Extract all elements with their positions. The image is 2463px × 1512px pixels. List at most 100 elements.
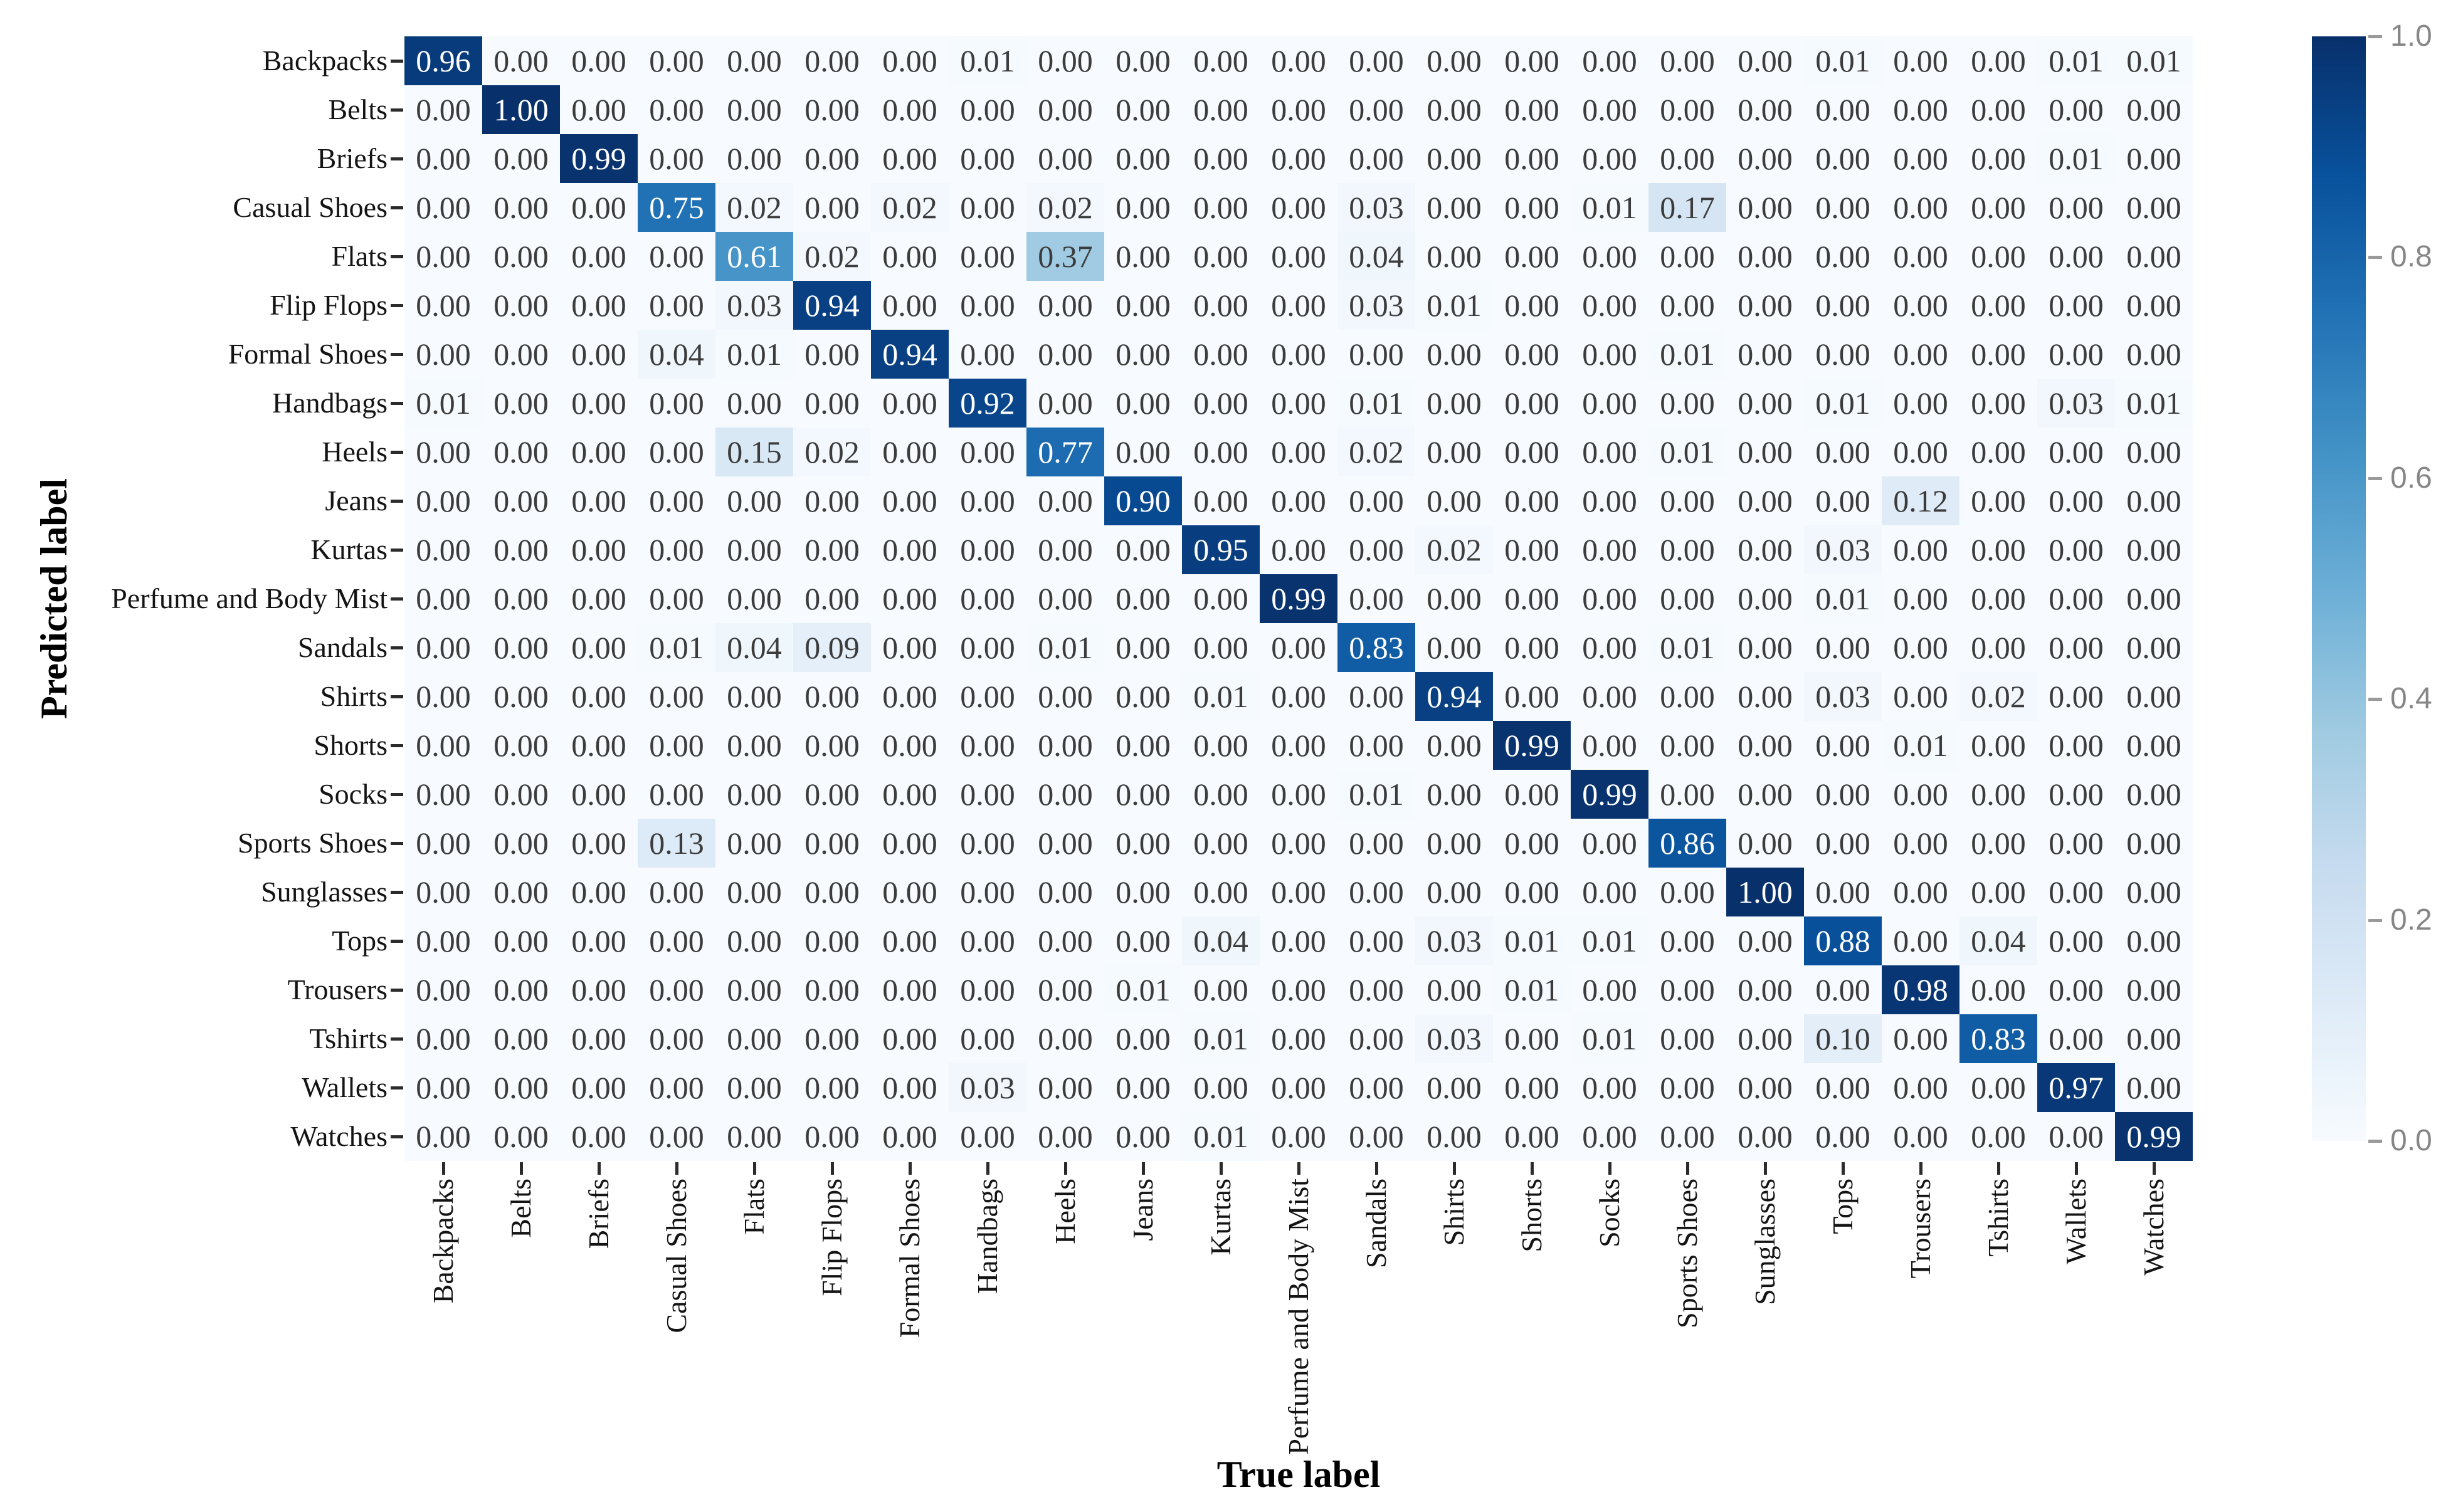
matrix-cell: 0.00 [1182,428,1260,476]
matrix-cell: 0.00 [1260,183,1337,232]
matrix-cell: 0.00 [2115,574,2193,623]
matrix-cell: 0.00 [1804,281,1882,330]
matrix-cell: 0.00 [1337,574,1415,623]
matrix-cell: 0.00 [1260,868,1337,916]
x-tick-mark [1608,1162,1611,1175]
matrix-cell: 0.00 [949,965,1026,1014]
matrix-cell: 0.00 [1726,428,1804,476]
y-tick-label: Formal Shoes [228,338,388,370]
matrix-cell: 0.00 [1648,1063,1726,1112]
x-tick-label: Shirts [1438,1179,1470,1246]
matrix-cell: 0.00 [1104,916,1182,965]
matrix-cell: 0.02 [793,232,871,281]
matrix-cell: 0.00 [1493,330,1571,379]
matrix-cell: 0.01 [949,36,1026,85]
matrix-cell: 0.00 [2037,1014,2115,1063]
matrix-cell: 0.00 [404,428,482,476]
matrix-cell: 0.00 [871,672,949,721]
x-tick-label: Perfume and Body Mist [1282,1179,1314,1455]
colorbar-gradient [2312,36,2366,1141]
matrix-cell: 0.00 [1804,721,1882,770]
matrix-cell: 0.00 [1882,232,1959,281]
matrix-cell: 0.00 [482,574,560,623]
matrix-cell: 0.00 [871,36,949,85]
matrix-cell: 0.00 [715,1014,793,1063]
matrix-cell: 0.00 [404,183,482,232]
colorbar-tick-mark [2368,918,2382,922]
matrix-cell: 0.00 [560,476,638,525]
matrix-cell: 0.00 [1415,183,1493,232]
matrix-cell: 0.00 [1104,428,1182,476]
y-tick-mark [391,500,403,503]
matrix-cell: 0.00 [1415,868,1493,916]
matrix-cell: 0.00 [2037,965,2115,1014]
y-tick-mark [391,842,403,845]
matrix-cell: 0.00 [1726,379,1804,428]
matrix-cell: 0.00 [1337,965,1415,1014]
matrix-cell: 0.00 [1026,819,1104,868]
matrix-cell: 0.00 [1804,1112,1882,1161]
matrix-cell: 0.00 [482,232,560,281]
matrix-cell: 0.00 [793,1112,871,1161]
matrix-cell: 0.00 [404,819,482,868]
matrix-cell: 0.00 [871,232,949,281]
matrix-cell: 0.00 [1882,379,1959,428]
matrix-cell: 0.00 [2115,1063,2193,1112]
matrix-cell: 0.00 [1026,330,1104,379]
matrix-cell: 0.00 [949,281,1026,330]
matrix-cell: 0.00 [560,1014,638,1063]
matrix-cell: 0.00 [2037,428,2115,476]
matrix-cell: 0.00 [793,476,871,525]
matrix-cell: 0.00 [1648,965,1726,1014]
matrix-cell: 0.61 [715,232,793,281]
matrix-cell: 0.00 [1182,379,1260,428]
matrix-cell: 0.00 [1959,134,2037,183]
matrix-cell: 0.00 [1182,134,1260,183]
matrix-cell: 0.00 [871,819,949,868]
matrix-cell: 0.00 [2115,770,2193,819]
matrix-cell: 0.00 [1026,476,1104,525]
matrix-cell: 0.00 [2115,819,2193,868]
colorbar-tick-mark [2368,698,2382,701]
y-tick-label: Sunglasses [261,876,388,908]
matrix-cell: 0.00 [1571,379,1648,428]
matrix-cell: 0.00 [1882,819,1959,868]
matrix-cell: 0.00 [1260,232,1337,281]
matrix-cell: 0.00 [1415,965,1493,1014]
matrix-cell: 0.00 [1726,819,1804,868]
matrix-cell: 0.00 [793,379,871,428]
matrix-cell: 0.00 [1337,721,1415,770]
matrix-cell: 0.00 [1648,281,1726,330]
y-tick-mark [391,1086,403,1089]
matrix-cell: 0.00 [482,379,560,428]
matrix-cell: 0.01 [1882,721,1959,770]
matrix-cell: 0.00 [1882,916,1959,965]
matrix-cell: 0.00 [715,525,793,574]
matrix-cell: 0.00 [1882,85,1959,134]
matrix-cell: 0.00 [1571,819,1648,868]
matrix-cell: 0.02 [1959,672,2037,721]
matrix-cell: 0.00 [1882,623,1959,672]
x-tick-label: Backpacks [427,1179,459,1304]
y-tick-label: Tops [332,925,388,957]
matrix-cell: 0.00 [1260,428,1337,476]
matrix-cell: 0.00 [1260,525,1337,574]
matrix-cell: 0.00 [1260,672,1337,721]
x-tick-mark [598,1162,601,1175]
matrix-cell: 0.00 [1648,574,1726,623]
matrix-cell: 0.00 [638,965,715,1014]
matrix-cell: 0.00 [1959,525,2037,574]
matrix-cell: 0.00 [1415,476,1493,525]
matrix-cell: 0.00 [871,965,949,1014]
matrix-cell: 0.00 [1260,36,1337,85]
matrix-cell: 0.00 [1882,1014,1959,1063]
matrix-cell: 0.00 [1493,183,1571,232]
matrix-cell: 0.01 [1571,183,1648,232]
matrix-cell: 0.00 [1882,1112,1959,1161]
matrix-cell: 0.00 [1337,916,1415,965]
matrix-cell: 0.00 [793,770,871,819]
matrix-cell: 0.00 [1571,330,1648,379]
matrix-cell: 0.00 [2115,330,2193,379]
x-axis-title: True label [1216,1454,1381,1495]
matrix-cell: 0.00 [2115,721,2193,770]
